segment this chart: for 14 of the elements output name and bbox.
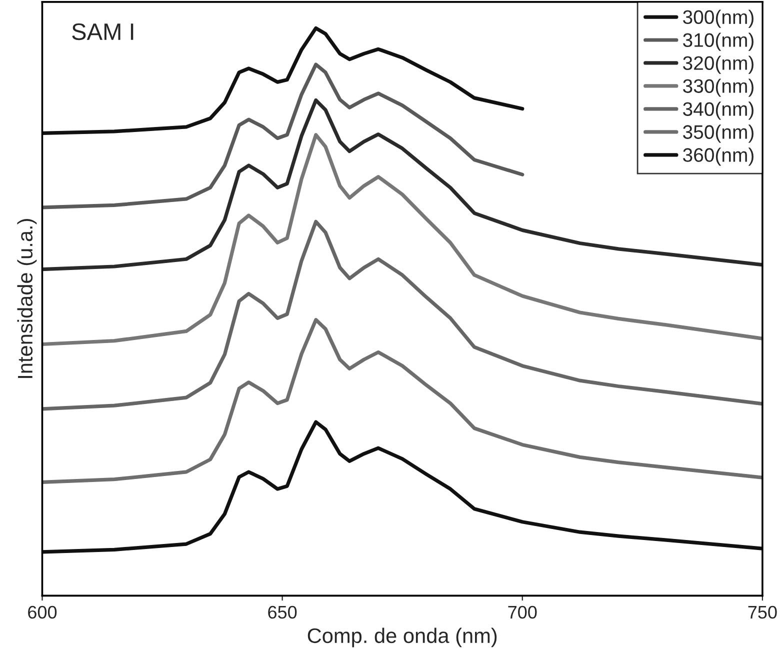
x-tick-label: 700	[508, 606, 537, 619]
x-tick-label: 650	[268, 606, 297, 619]
legend-label: 350(nm)	[683, 124, 754, 143]
legend-label: 360(nm)	[683, 148, 754, 166]
legend-label: 300(nm)	[683, 10, 754, 28]
x-tick-label: 750	[748, 606, 777, 619]
x-axis-title: Comp. de onda (nm)	[308, 628, 497, 648]
annotation: SAM I	[72, 23, 134, 40]
legend-label: 310(nm)	[683, 32, 754, 51]
x-tick-label: 600	[28, 606, 57, 619]
legend-label: 320(nm)	[683, 56, 754, 74]
legend-label: 330(nm)	[683, 78, 754, 97]
y-axis-title: Intensidade (u.a.)	[17, 219, 37, 378]
legend-label: 340(nm)	[683, 102, 754, 120]
